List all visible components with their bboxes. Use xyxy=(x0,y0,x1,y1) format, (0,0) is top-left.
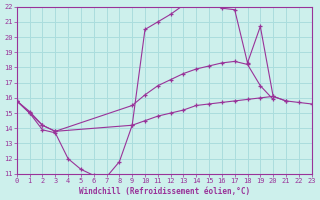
X-axis label: Windchill (Refroidissement éolien,°C): Windchill (Refroidissement éolien,°C) xyxy=(79,187,250,196)
